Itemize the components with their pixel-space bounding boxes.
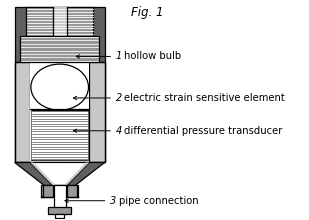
FancyBboxPatch shape: [53, 7, 67, 36]
FancyBboxPatch shape: [41, 185, 53, 197]
Text: 3: 3: [110, 196, 116, 206]
FancyBboxPatch shape: [49, 207, 71, 214]
FancyBboxPatch shape: [67, 185, 78, 197]
FancyBboxPatch shape: [15, 7, 105, 162]
FancyBboxPatch shape: [30, 62, 89, 162]
FancyBboxPatch shape: [20, 36, 99, 62]
Text: 4: 4: [116, 126, 122, 136]
FancyBboxPatch shape: [56, 214, 64, 218]
Polygon shape: [30, 162, 89, 185]
Polygon shape: [30, 162, 56, 185]
FancyBboxPatch shape: [31, 110, 88, 160]
Text: hollow bulb: hollow bulb: [124, 51, 181, 61]
FancyBboxPatch shape: [26, 7, 93, 36]
Polygon shape: [67, 162, 105, 185]
FancyBboxPatch shape: [89, 62, 105, 162]
Text: 1: 1: [116, 51, 122, 61]
Ellipse shape: [31, 64, 88, 110]
Text: 2: 2: [116, 93, 122, 103]
FancyBboxPatch shape: [53, 185, 66, 214]
Text: Fig. 1: Fig. 1: [130, 6, 163, 19]
Text: electric strain sensitive element: electric strain sensitive element: [124, 93, 285, 103]
Polygon shape: [64, 162, 89, 185]
FancyBboxPatch shape: [15, 62, 30, 162]
Text: differential pressure transducer: differential pressure transducer: [124, 126, 283, 136]
Polygon shape: [15, 162, 53, 185]
Text: pipe connection: pipe connection: [119, 196, 198, 206]
